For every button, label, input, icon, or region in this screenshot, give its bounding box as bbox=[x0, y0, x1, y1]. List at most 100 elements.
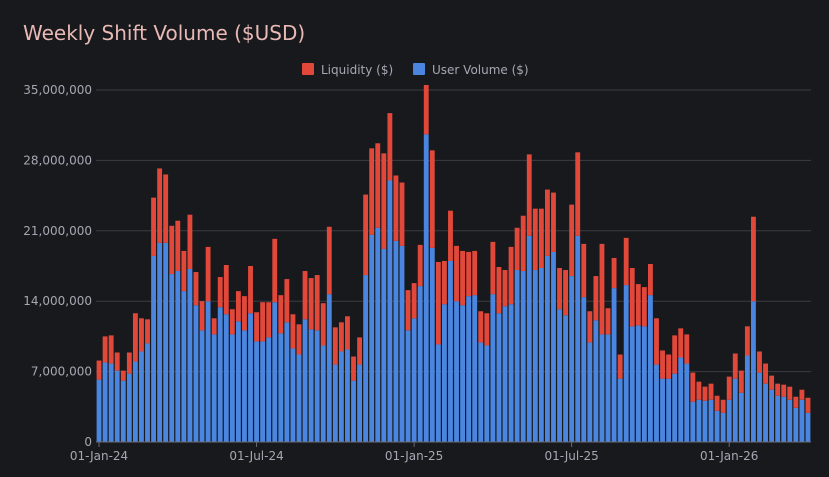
bar-liquidity[interactable] bbox=[151, 197, 156, 256]
bar-user-volume[interactable] bbox=[399, 245, 405, 442]
bar-user-volume[interactable] bbox=[708, 399, 714, 442]
bar-liquidity[interactable] bbox=[641, 287, 647, 327]
bar-liquidity[interactable] bbox=[326, 226, 332, 295]
bar-user-volume[interactable] bbox=[205, 301, 211, 442]
bar-liquidity[interactable] bbox=[242, 296, 247, 331]
bar-liquidity[interactable] bbox=[538, 208, 544, 269]
bar-liquidity[interactable] bbox=[763, 363, 768, 384]
bar-user-volume[interactable] bbox=[532, 270, 538, 442]
bar-liquidity[interactable] bbox=[544, 189, 550, 256]
bar-user-volume[interactable] bbox=[151, 255, 156, 442]
bar-user-volume[interactable] bbox=[478, 342, 484, 442]
bar-user-volume[interactable] bbox=[684, 363, 690, 442]
bar-liquidity[interactable] bbox=[302, 271, 308, 320]
bar-liquidity[interactable] bbox=[593, 276, 599, 321]
bar-user-volume[interactable] bbox=[563, 315, 569, 442]
bar-liquidity[interactable] bbox=[266, 302, 272, 338]
bar-liquidity[interactable] bbox=[217, 277, 223, 308]
bar-liquidity[interactable] bbox=[120, 370, 126, 381]
bar-liquidity[interactable] bbox=[169, 225, 175, 275]
bar-user-volume[interactable] bbox=[448, 260, 453, 442]
bar-liquidity[interactable] bbox=[508, 246, 514, 305]
bar-liquidity[interactable] bbox=[369, 148, 375, 235]
bar-user-volume[interactable] bbox=[351, 380, 356, 442]
bar-liquidity[interactable] bbox=[569, 204, 575, 277]
bar-user-volume[interactable] bbox=[363, 275, 369, 442]
bar-user-volume[interactable] bbox=[193, 305, 199, 442]
bar-user-volume[interactable] bbox=[611, 288, 617, 442]
bar-liquidity[interactable] bbox=[514, 227, 520, 271]
bar-user-volume[interactable] bbox=[357, 364, 363, 442]
bar-user-volume[interactable] bbox=[769, 389, 775, 442]
bar-liquidity[interactable] bbox=[423, 84, 429, 135]
bar-user-volume[interactable] bbox=[345, 349, 350, 442]
bar-liquidity[interactable] bbox=[781, 384, 787, 397]
bar-user-volume[interactable] bbox=[635, 325, 641, 442]
bar-user-volume[interactable] bbox=[181, 291, 187, 442]
bar-user-volume[interactable] bbox=[290, 348, 296, 442]
bar-user-volume[interactable] bbox=[266, 337, 272, 442]
bar-user-volume[interactable] bbox=[587, 342, 593, 442]
bar-liquidity[interactable] bbox=[351, 356, 356, 381]
bar-liquidity[interactable] bbox=[448, 210, 453, 261]
bar-liquidity[interactable] bbox=[696, 381, 702, 400]
bar-user-volume[interactable] bbox=[599, 334, 605, 442]
bar-user-volume[interactable] bbox=[732, 378, 738, 442]
bar-user-volume[interactable] bbox=[623, 285, 629, 442]
bar-user-volume[interactable] bbox=[308, 329, 314, 442]
bar-liquidity[interactable] bbox=[532, 208, 538, 271]
bar-liquidity[interactable] bbox=[96, 360, 102, 380]
bar-liquidity[interactable] bbox=[187, 214, 193, 270]
bar-user-volume[interactable] bbox=[423, 134, 429, 442]
bar-user-volume[interactable] bbox=[381, 248, 387, 442]
bar-user-volume[interactable] bbox=[581, 297, 587, 442]
bar-user-volume[interactable] bbox=[441, 304, 447, 442]
bar-liquidity[interactable] bbox=[163, 174, 169, 243]
bar-user-volume[interactable] bbox=[223, 314, 229, 442]
bar-liquidity[interactable] bbox=[787, 386, 793, 400]
bar-liquidity[interactable] bbox=[551, 192, 556, 252]
bar-user-volume[interactable] bbox=[417, 286, 423, 442]
bar-user-volume[interactable] bbox=[187, 269, 193, 442]
bar-liquidity[interactable] bbox=[248, 266, 253, 314]
bar-liquidity[interactable] bbox=[199, 301, 205, 331]
bar-user-volume[interactable] bbox=[551, 251, 556, 442]
bar-user-volume[interactable] bbox=[496, 313, 502, 442]
bar-liquidity[interactable] bbox=[599, 243, 605, 335]
bar-liquidity[interactable] bbox=[272, 238, 278, 303]
bar-liquidity[interactable] bbox=[732, 353, 738, 379]
bar-liquidity[interactable] bbox=[496, 267, 502, 314]
bar-liquidity[interactable] bbox=[714, 395, 720, 411]
bar-user-volume[interactable] bbox=[726, 399, 732, 442]
bar-user-volume[interactable] bbox=[387, 180, 393, 442]
bar-user-volume[interactable] bbox=[738, 392, 744, 442]
bar-liquidity[interactable] bbox=[460, 250, 466, 306]
bar-liquidity[interactable] bbox=[108, 335, 114, 364]
bar-user-volume[interactable] bbox=[787, 399, 793, 442]
bar-liquidity[interactable] bbox=[284, 279, 290, 323]
bar-liquidity[interactable] bbox=[769, 375, 775, 390]
bar-liquidity[interactable] bbox=[472, 250, 478, 296]
bar-liquidity[interactable] bbox=[205, 246, 211, 302]
bar-user-volume[interactable] bbox=[132, 361, 138, 442]
bar-user-volume[interactable] bbox=[139, 351, 144, 442]
bar-user-volume[interactable] bbox=[466, 296, 472, 442]
bar-user-volume[interactable] bbox=[575, 235, 581, 442]
bar-liquidity[interactable] bbox=[726, 376, 732, 400]
bar-liquidity[interactable] bbox=[629, 268, 635, 327]
bar-liquidity[interactable] bbox=[417, 244, 423, 287]
bar-user-volume[interactable] bbox=[96, 379, 102, 442]
bar-liquidity[interactable] bbox=[223, 264, 229, 315]
bar-user-volume[interactable] bbox=[338, 351, 344, 442]
bar-liquidity[interactable] bbox=[375, 143, 381, 228]
bar-liquidity[interactable] bbox=[193, 272, 199, 306]
bar-user-volume[interactable] bbox=[108, 363, 114, 442]
bar-user-volume[interactable] bbox=[538, 268, 544, 442]
bar-liquidity[interactable] bbox=[260, 302, 266, 342]
bar-liquidity[interactable] bbox=[132, 313, 138, 362]
bar-liquidity[interactable] bbox=[332, 327, 338, 365]
bar-liquidity[interactable] bbox=[175, 220, 181, 272]
bar-user-volume[interactable] bbox=[502, 306, 508, 442]
bar-liquidity[interactable] bbox=[441, 260, 447, 305]
bar-liquidity[interactable] bbox=[805, 397, 811, 413]
